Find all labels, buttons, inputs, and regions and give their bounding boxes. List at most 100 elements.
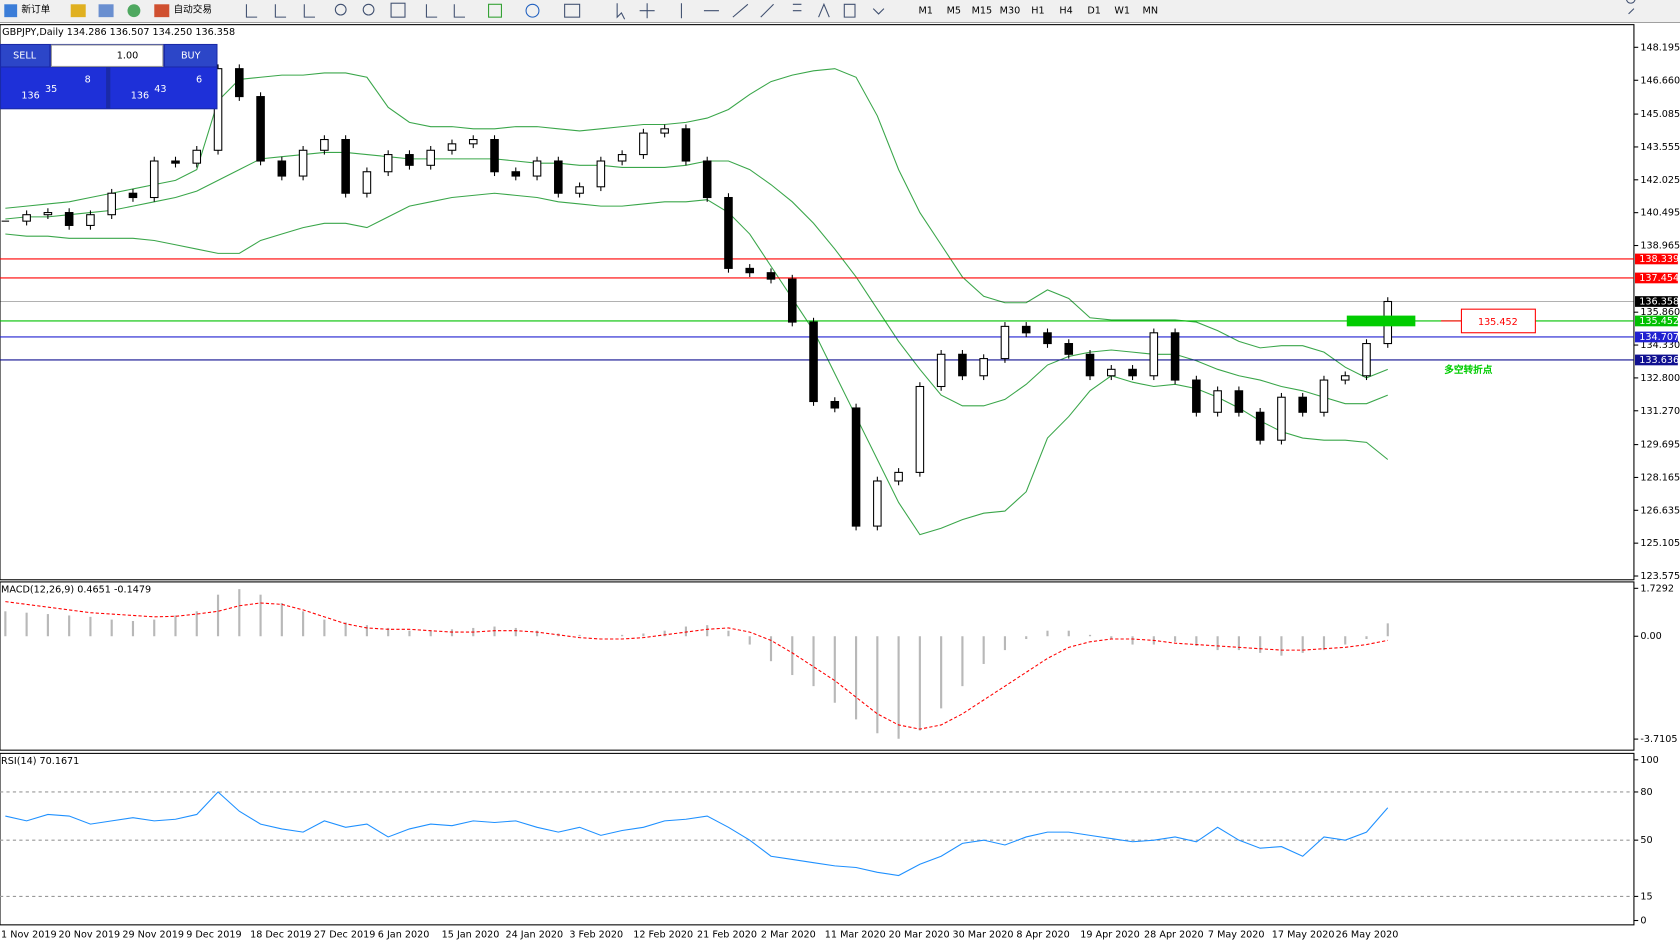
toolbar: [0, 0, 1680, 23]
sell-label[interactable]: SELL: [13, 51, 37, 62]
ask-pips: 43: [154, 84, 166, 95]
price-level-tag: [1635, 253, 1678, 265]
timeframe[interactable]: W1: [1114, 6, 1130, 17]
ask-box[interactable]: [110, 67, 217, 109]
y-tick-label: 50: [1640, 835, 1652, 846]
rsi-title: RSI(14) 70.1671: [1, 756, 79, 767]
y-tick-label: 148.195: [1640, 42, 1680, 53]
candle: [1340, 375, 1350, 381]
tile[interactable]: [390, 2, 406, 18]
bid-box[interactable]: [1, 67, 107, 109]
candle: [1128, 368, 1137, 377]
candle: [405, 154, 414, 166]
timeframe[interactable]: M15: [972, 6, 993, 17]
candle: [320, 139, 329, 151]
candle: [192, 149, 202, 164]
timeframe[interactable]: H1: [1031, 6, 1044, 17]
templates[interactable]: [564, 3, 581, 18]
bid-pips: 35: [45, 84, 57, 95]
price-level-tag: [1635, 315, 1678, 327]
candle: [171, 160, 180, 164]
annotation-text: 多空转折点: [1444, 364, 1492, 376]
price-level-label: 134.707: [1639, 332, 1679, 343]
search[interactable]: [1626, 0, 1636, 15]
indicators[interactable]: [488, 3, 502, 18]
macd-title: MACD(12,26,9) 0.4651 -0.1479: [1, 584, 151, 595]
y-tick-label: 129.695: [1640, 440, 1680, 451]
chart-title: GBPJPY,Daily 134.286 136.507 134.250 136…: [2, 27, 235, 38]
toolbar-icon[interactable]: [127, 4, 141, 18]
x-tick-label: 7 May 2020: [1208, 929, 1265, 940]
y-tick-label: 123.575: [1640, 571, 1680, 582]
candle: [383, 154, 393, 173]
timeframe[interactable]: D1: [1087, 6, 1101, 17]
main-panel: [0, 24, 1635, 581]
y-tick-label: 0: [1640, 916, 1646, 927]
candle: [1255, 411, 1265, 441]
x-tick-label: 20 Mar 2020: [889, 929, 950, 940]
candle: [830, 400, 840, 409]
auto-trading-icon[interactable]: [154, 4, 170, 18]
y-tick-label: 143.555: [1640, 142, 1680, 153]
candle: [1213, 390, 1222, 413]
candle: [1043, 332, 1052, 345]
candle: [128, 192, 138, 199]
toolbar-icon[interactable]: [70, 4, 86, 18]
rsi-panel: [0, 752, 1635, 926]
drawing-tools[interactable]: [616, 2, 885, 20]
candle: [149, 160, 159, 199]
candle: [873, 480, 882, 527]
rsi-line: [5, 791, 1389, 877]
candle: [1192, 379, 1201, 413]
x-tick-label: 29 Nov 2019: [122, 929, 184, 940]
candle: [362, 171, 372, 194]
timeframe[interactable]: M30: [1000, 6, 1021, 17]
candle: [575, 186, 584, 194]
ask-point: 6: [196, 74, 202, 85]
new-order[interactable]: 新订单: [21, 4, 50, 16]
buy-label[interactable]: BUY: [181, 51, 201, 62]
y-tick-label: 0.00: [1640, 631, 1661, 642]
timeframe[interactable]: M5: [947, 6, 961, 17]
y-tick-label: 128.165: [1640, 472, 1680, 483]
y-tick-label: 140.495: [1640, 208, 1680, 219]
new-order-icon[interactable]: [4, 4, 18, 18]
x-tick-label: 17 May 2020: [1272, 929, 1335, 940]
y-tick-label: 146.660: [1640, 75, 1680, 86]
timeframe[interactable]: H4: [1059, 6, 1072, 17]
price-level-tag: [1635, 296, 1678, 307]
candle: [809, 321, 818, 403]
timeframe[interactable]: MN: [1143, 6, 1159, 17]
scroll-icons[interactable]: [425, 4, 465, 18]
periods[interactable]: [525, 3, 540, 18]
zoom-in[interactable]: [334, 3, 347, 16]
price-level-tag: [1635, 331, 1678, 343]
candle: [1234, 390, 1244, 413]
auto-trading[interactable]: 自动交易: [174, 4, 212, 16]
x-tick-label: 8 Apr 2020: [1016, 929, 1069, 940]
sell-button[interactable]: [1, 45, 50, 67]
candle: [702, 160, 712, 199]
candle: [1149, 332, 1159, 377]
y-tick-label: 15: [1640, 891, 1652, 902]
candle: [596, 160, 606, 188]
buy-button[interactable]: [165, 45, 217, 67]
x-tick-label: 26 May 2020: [1336, 929, 1399, 940]
y-tick-label: 138.965: [1640, 241, 1680, 252]
y-tick-label: 125.105: [1640, 538, 1680, 549]
zoom-out[interactable]: [362, 3, 375, 16]
timeframe[interactable]: M1: [918, 6, 932, 17]
toolbar-icon[interactable]: [98, 4, 114, 18]
y-tick-label: 80: [1640, 787, 1652, 798]
y-tick-label: 132.800: [1640, 373, 1680, 384]
lot-field[interactable]: [50, 44, 164, 67]
candle: [213, 68, 223, 151]
chart-type-icons[interactable]: [245, 4, 315, 18]
candle: [915, 385, 925, 473]
lot-size[interactable]: 1.00: [117, 51, 138, 62]
price-level-label: 138.339: [1639, 254, 1679, 265]
price-level-label: 136.358: [1639, 297, 1679, 308]
y-tick-label: 142.025: [1640, 175, 1680, 186]
candle: [745, 267, 755, 274]
candle: [447, 143, 457, 151]
